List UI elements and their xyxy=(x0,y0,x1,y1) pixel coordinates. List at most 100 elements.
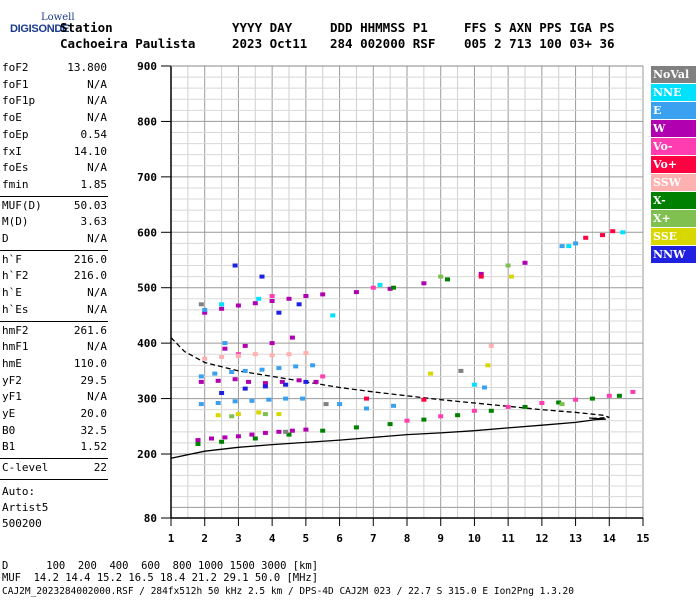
echo-point-w xyxy=(246,379,251,384)
param-row: B1 1.52 xyxy=(2,439,107,455)
header-date-label: YYYY DAY xyxy=(232,20,293,35)
param-row: foF1 N/A xyxy=(2,77,107,93)
echo-point-xplus xyxy=(505,263,511,268)
param-value: 14.10 xyxy=(73,144,107,158)
param-value: N/A xyxy=(87,286,107,300)
param-name: M(D) xyxy=(2,215,29,229)
echo-point-vominus xyxy=(505,404,511,409)
echo-point-noval xyxy=(198,302,204,307)
panel-separator xyxy=(0,195,108,197)
echo-point-xminus xyxy=(616,393,622,398)
echo-point-w xyxy=(289,428,295,433)
echo-point-xplus xyxy=(559,402,565,407)
time-value: 284 002000 RSF xyxy=(330,36,436,51)
param-name: C-level xyxy=(2,461,49,475)
echo-point-vominus xyxy=(573,397,579,402)
echo-point-vominus xyxy=(269,294,275,298)
param-name: yF2 xyxy=(2,373,22,387)
x-tick-label: 3 xyxy=(235,532,242,545)
param-row: h`F2 216.0 xyxy=(2,268,107,284)
param-row: B0 32.5 xyxy=(2,423,107,439)
echo-point-xminus xyxy=(353,425,359,430)
echo-point-w xyxy=(262,381,268,386)
echo-point-xminus xyxy=(488,408,494,413)
echo-point-vominus xyxy=(320,374,326,379)
param-value: N/A xyxy=(87,340,107,354)
profile-line-dashed xyxy=(170,337,610,420)
file-info: CAJ2M_2023284002000.RSF / 284fx512h 50 k… xyxy=(2,586,574,597)
echo-point-w xyxy=(286,296,292,301)
echo-point-xminus xyxy=(387,422,393,427)
param-value: 216.0 xyxy=(73,252,107,266)
x-tick-label: 14 xyxy=(603,532,617,545)
profile-line-solid xyxy=(170,417,606,459)
echo-point-e xyxy=(391,403,396,408)
param-row: foF1p N/A xyxy=(2,93,107,109)
echo-point-w xyxy=(421,281,427,286)
x-tick-label: 13 xyxy=(569,532,582,545)
param-name: hmF2 xyxy=(2,323,29,337)
echo-point-e xyxy=(300,396,305,401)
echo-point-w xyxy=(478,271,484,276)
param-name: B0 xyxy=(2,423,16,437)
panel-separator xyxy=(0,249,108,251)
echo-point-sse xyxy=(215,413,221,418)
param-value: N/A xyxy=(87,232,107,245)
echo-point-voplus xyxy=(610,229,616,234)
panel-separator xyxy=(0,458,108,460)
echo-point-w xyxy=(279,379,285,384)
header-time-label: DDD HHMMSS P1 xyxy=(330,20,428,35)
header-station-label: Station xyxy=(60,20,113,35)
echo-point-ssw xyxy=(269,353,275,358)
echo-point-noval xyxy=(283,429,289,434)
header-settings-label: FFS S AXN PPS IGA PS xyxy=(464,20,615,35)
echo-point-w xyxy=(303,294,309,298)
echo-point-nne xyxy=(377,282,383,287)
echo-point-ssw xyxy=(286,352,292,357)
param-row: D N/A xyxy=(2,231,107,247)
echo-point-noval xyxy=(323,402,329,407)
param-value: N/A xyxy=(87,77,107,91)
echo-point-voplus xyxy=(364,396,369,401)
echo-point-xminus xyxy=(252,436,258,441)
echo-point-e xyxy=(198,402,204,407)
auto-program: Artist5 xyxy=(2,501,49,514)
echo-point-w xyxy=(269,341,275,346)
echo-point-w xyxy=(269,299,275,303)
echo-point-e xyxy=(202,307,208,312)
legend-item-xplus: X+ xyxy=(651,210,696,227)
echo-point-nnw xyxy=(303,379,309,384)
echo-point-xplus xyxy=(438,274,444,279)
echo-point-voplus xyxy=(421,397,427,402)
x-tick-label: 12 xyxy=(535,532,548,545)
param-value: 216.0 xyxy=(73,269,107,283)
x-tick-label: 15 xyxy=(636,532,649,545)
param-row: M(D) 3.63 xyxy=(2,214,107,230)
echo-point-w xyxy=(276,429,282,434)
echo-point-w xyxy=(522,260,528,265)
echo-point-xplus xyxy=(229,414,235,419)
echo-point-nne xyxy=(620,230,626,235)
auto-version: 500200 xyxy=(2,517,42,530)
echo-point-e xyxy=(259,367,265,372)
echo-point-xminus xyxy=(445,277,450,282)
param-name: hmF1 xyxy=(2,340,29,354)
echo-point-xminus xyxy=(286,432,292,437)
param-row: foEs N/A xyxy=(2,160,107,176)
echo-point-e xyxy=(276,366,282,371)
echo-point-vominus xyxy=(471,408,477,413)
param-row: foF2 13.800 xyxy=(2,60,107,76)
param-name: h`F xyxy=(2,252,22,266)
echo-point-vominus xyxy=(438,414,444,419)
param-name: yF1 xyxy=(2,390,22,404)
param-row: h`E N/A xyxy=(2,285,107,301)
echo-point-nnw xyxy=(276,310,282,315)
param-value: 110.0 xyxy=(73,356,107,370)
echo-point-ssw xyxy=(235,353,241,358)
echo-point-w xyxy=(219,306,225,311)
param-value: 32.5 xyxy=(80,423,108,437)
legend-item-w: W xyxy=(651,120,696,137)
echo-point-xminus xyxy=(522,404,528,409)
station-name: Cachoeira Paulista xyxy=(60,36,196,51)
param-row: MUF(D) 50.03 xyxy=(2,198,107,214)
